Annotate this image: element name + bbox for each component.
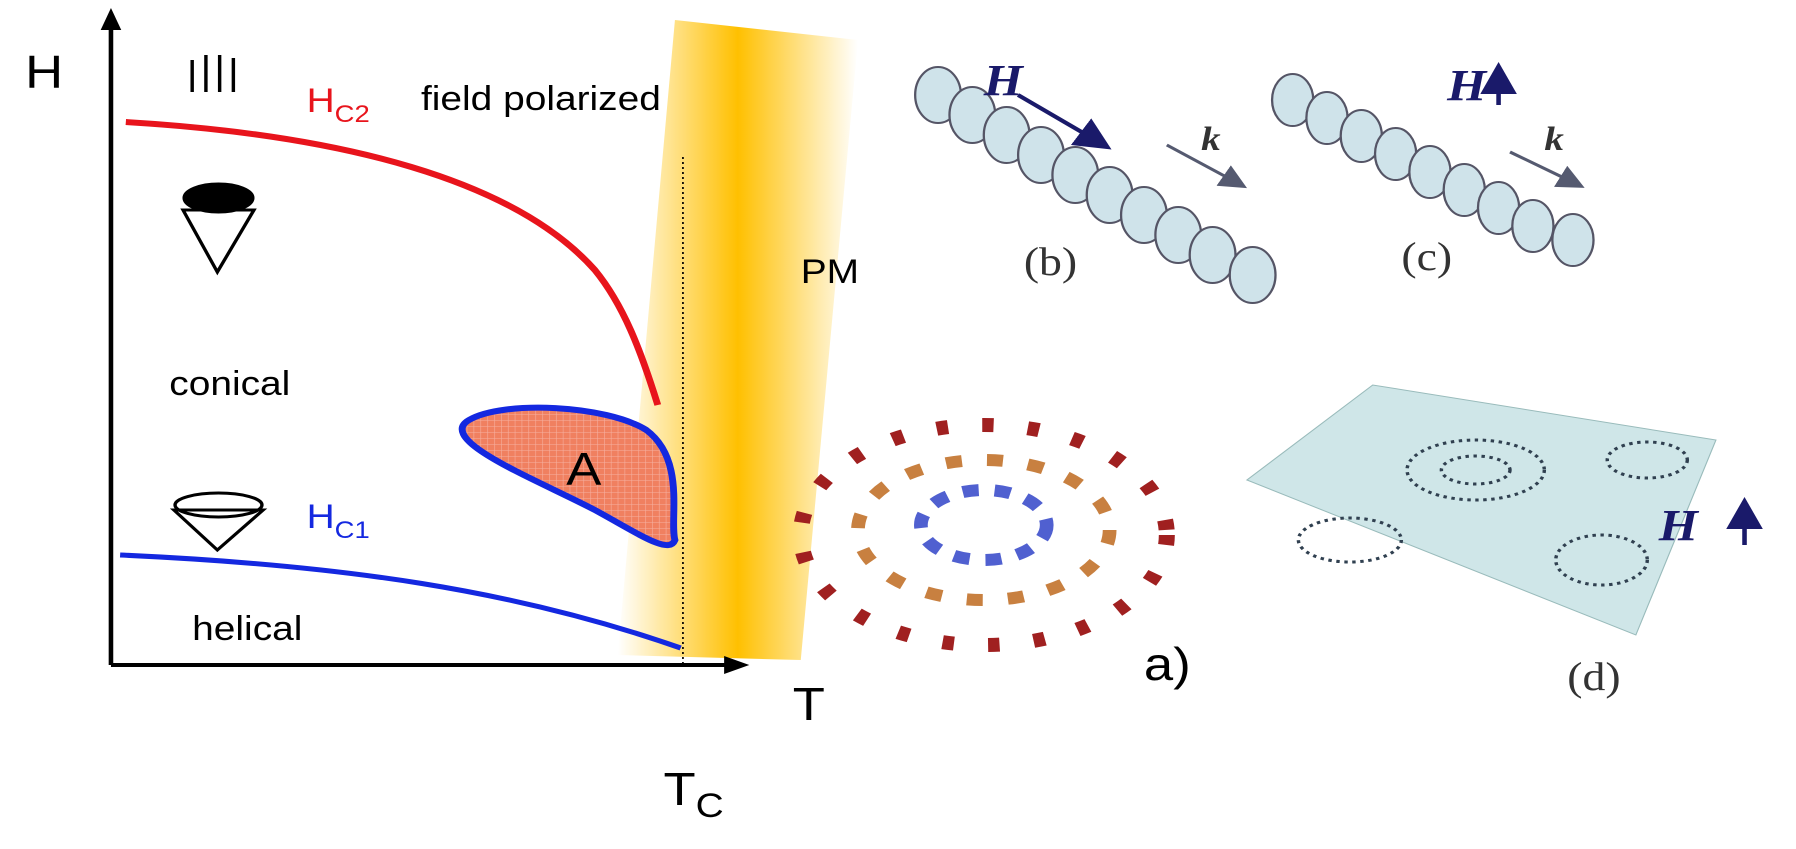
y-axis-label: H: [25, 47, 63, 98]
panel-d-label: (d): [1567, 656, 1620, 700]
d-field-label: H: [1658, 502, 1700, 550]
page: {"axes":{"y_label":"H","x_label":"T","tc…: [0, 0, 1796, 849]
figure: H T TC HC2 HC1 field polarized conical h…: [0, 0, 1796, 849]
conical-label: conical: [169, 364, 290, 402]
panel-b-label: (b): [1024, 241, 1077, 285]
x-axis-label: T: [793, 679, 825, 730]
hc2-label: HC2: [307, 81, 370, 127]
skyrmion-a: [801, 425, 1167, 645]
skyrmion-lattice-d: [1247, 385, 1716, 635]
field-polarized-label: field polarized: [421, 79, 661, 117]
helix-b: [915, 67, 1275, 303]
a-phase-label: A: [566, 444, 601, 495]
b-field-label: H: [983, 57, 1025, 105]
hc1-label: HC1: [307, 497, 370, 543]
tc-label: TC: [663, 764, 723, 824]
b-k-label: k: [1201, 119, 1220, 157]
panel-c-label: (c): [1401, 236, 1452, 280]
pm-label: PM: [801, 252, 859, 290]
c-k-label: k: [1544, 119, 1563, 157]
helical-label: helical: [192, 609, 302, 647]
panel-a-label: a): [1144, 639, 1191, 690]
hc2-curve: [126, 122, 658, 405]
c-field-label: H: [1446, 62, 1488, 110]
